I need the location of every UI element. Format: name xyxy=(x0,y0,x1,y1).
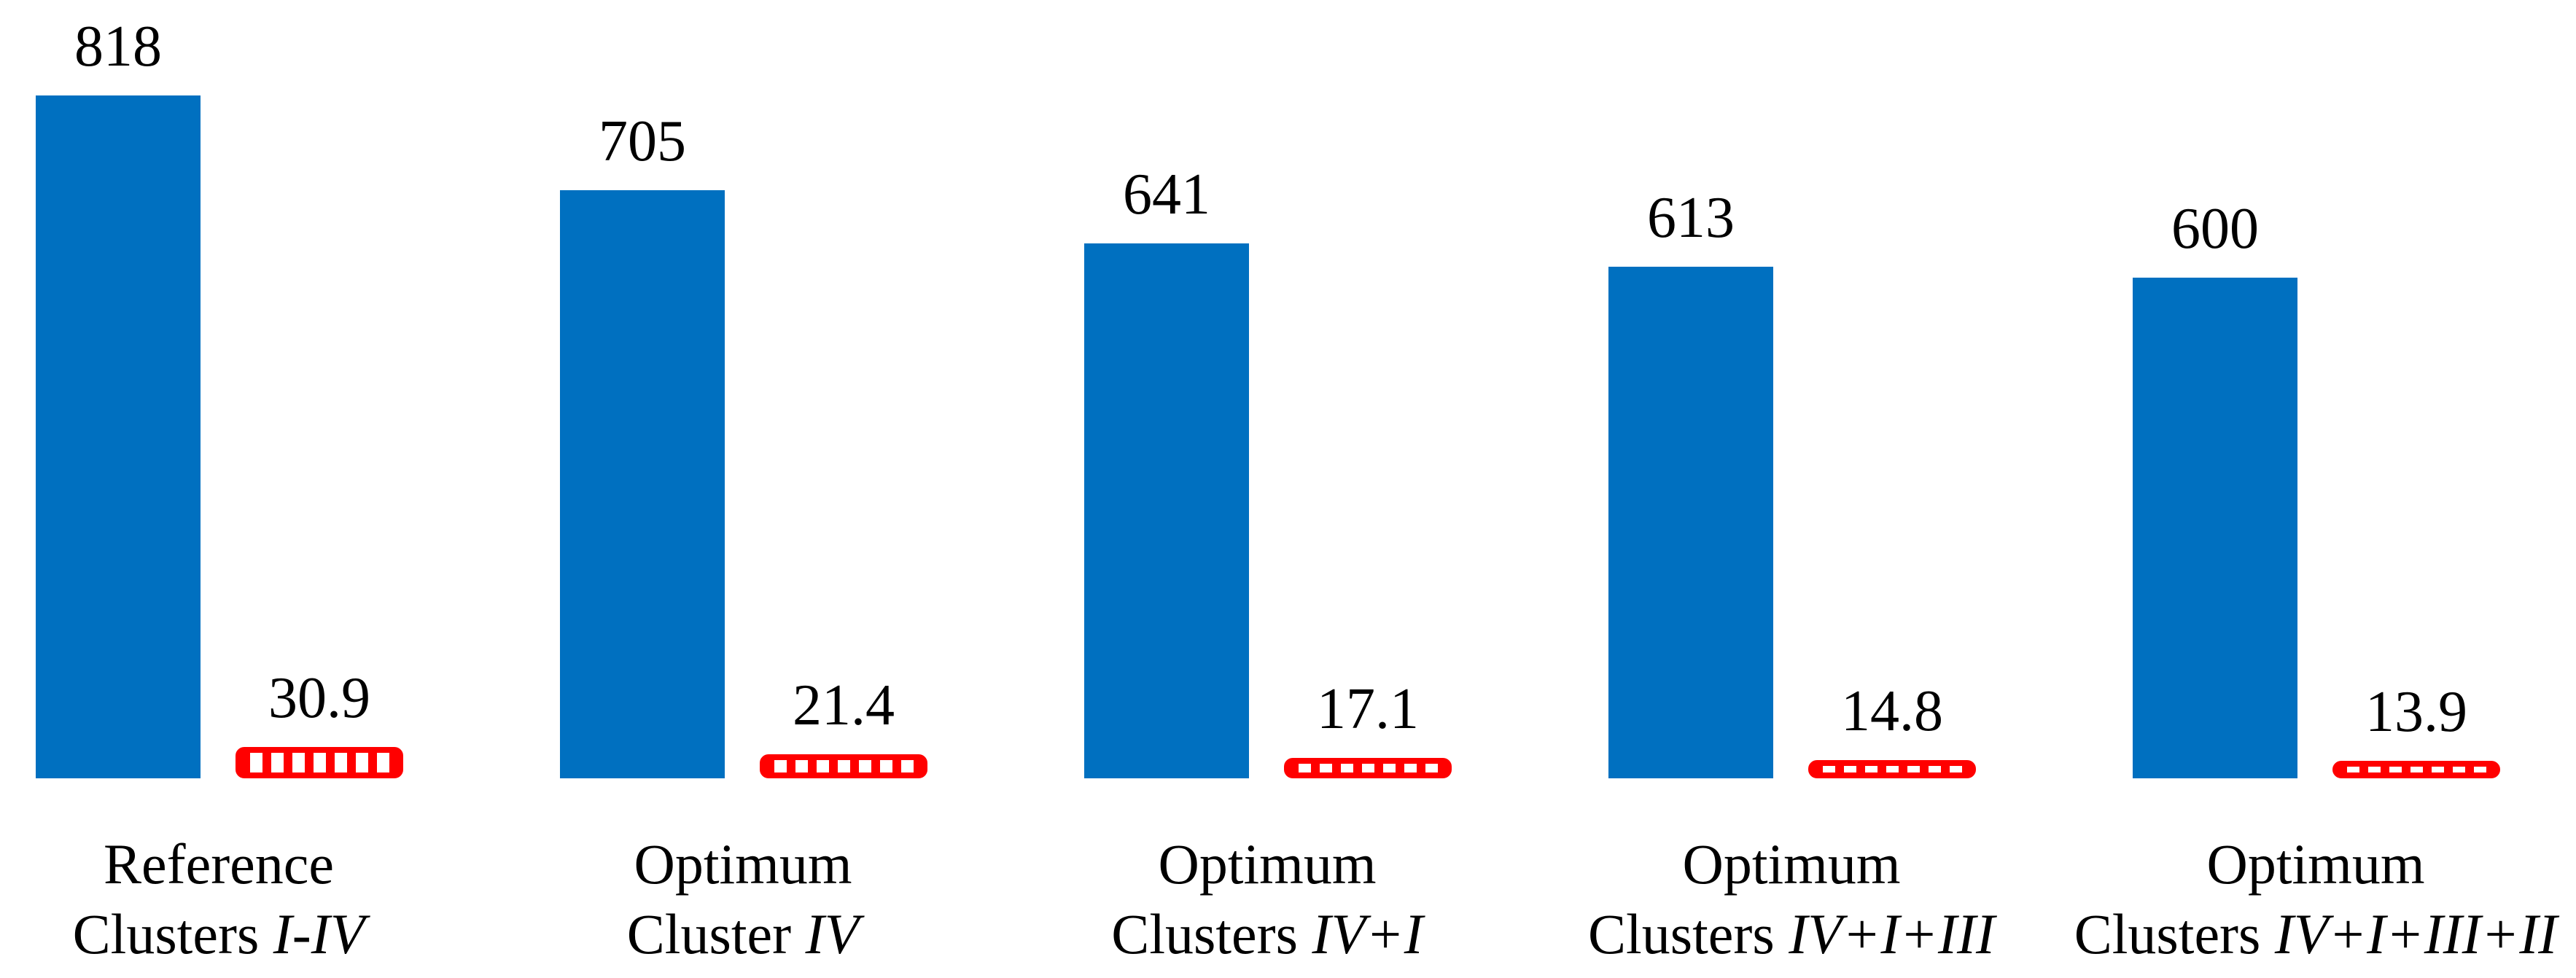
secondary-bar-dashed xyxy=(1808,760,1976,778)
category-line1: Optimum xyxy=(1682,832,1901,896)
secondary-value-label: 17.1 xyxy=(1317,677,1419,741)
roman-numerals: IV+I+III xyxy=(1789,902,1995,966)
category-line1: Optimum xyxy=(2206,832,2425,896)
secondary-value-label: 30.9 xyxy=(268,666,370,730)
roman-numerals: IV+I xyxy=(1312,902,1423,966)
primary-bar xyxy=(36,95,201,778)
secondary-value-label: 14.8 xyxy=(1841,679,1943,743)
roman-numerals: IV+I+III+II xyxy=(2274,902,2558,966)
secondary-bar-dashed xyxy=(1284,758,1452,778)
category-line2: Clusters IV+I+III+II xyxy=(2074,902,2558,966)
category-label: Reference Clusters I-IV xyxy=(0,829,496,969)
category-line2: Clusters IV+I+III xyxy=(1588,902,1995,966)
roman-numerals: I-IV xyxy=(273,902,365,966)
secondary-value-label: 21.4 xyxy=(793,673,895,738)
roman-numerals: IV xyxy=(805,902,860,966)
category-label: Optimum Clusters IV+I xyxy=(990,829,1544,969)
category-line2: Clusters IV+I xyxy=(1111,902,1423,966)
category-line2: Cluster IV xyxy=(626,902,860,966)
category-line1: Optimum xyxy=(1158,832,1377,896)
category-line1: Optimum xyxy=(634,832,852,896)
primary-bar xyxy=(2133,278,2297,778)
secondary-bar-dashed xyxy=(760,754,927,778)
category-label: Optimum Clusters IV+I+III+II xyxy=(2039,829,2576,969)
primary-value-label: 641 xyxy=(1123,163,1210,227)
category-line2: Clusters I-IV xyxy=(72,902,365,966)
primary-bar xyxy=(1608,267,1773,778)
category-line1: Reference xyxy=(103,832,335,896)
primary-value-label: 600 xyxy=(2171,197,2259,261)
primary-bar xyxy=(560,190,725,778)
primary-value-label: 705 xyxy=(599,109,686,173)
category-label: Optimum Cluster IV xyxy=(466,829,1020,969)
primary-bar xyxy=(1084,243,1249,778)
primary-value-label: 818 xyxy=(74,15,162,79)
secondary-value-label: 13.9 xyxy=(2365,680,2467,744)
category-label: Optimum Clusters IV+I+III xyxy=(1514,829,2069,969)
primary-value-label: 613 xyxy=(1647,186,1735,250)
secondary-bar-dashed xyxy=(236,747,403,778)
secondary-bar-dashed xyxy=(2332,761,2500,778)
